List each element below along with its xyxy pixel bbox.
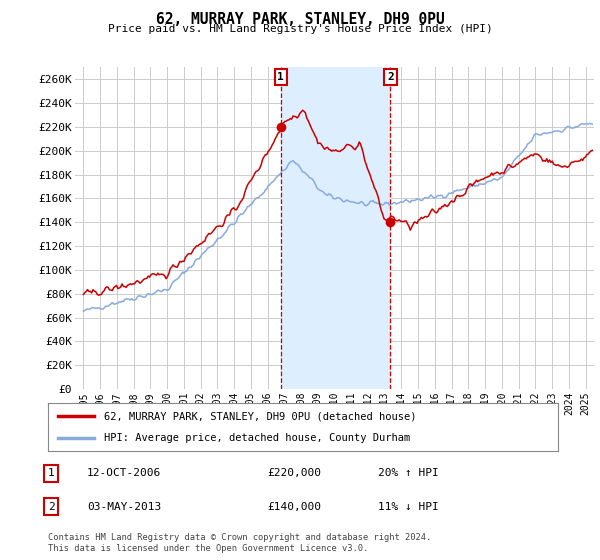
Bar <box>281 67 391 389</box>
Text: £220,000: £220,000 <box>267 468 321 478</box>
Text: 11% ↓ HPI: 11% ↓ HPI <box>378 502 439 512</box>
Text: 1: 1 <box>277 72 284 82</box>
Text: HPI: Average price, detached house, County Durham: HPI: Average price, detached house, Coun… <box>104 433 410 443</box>
Text: 03-MAY-2013: 03-MAY-2013 <box>87 502 161 512</box>
Text: 1: 1 <box>47 468 55 478</box>
Text: 12-OCT-2006: 12-OCT-2006 <box>87 468 161 478</box>
Text: 62, MURRAY PARK, STANLEY, DH9 0PU (detached house): 62, MURRAY PARK, STANLEY, DH9 0PU (detac… <box>104 411 416 421</box>
Text: 62, MURRAY PARK, STANLEY, DH9 0PU: 62, MURRAY PARK, STANLEY, DH9 0PU <box>155 12 445 27</box>
Text: Price paid vs. HM Land Registry's House Price Index (HPI): Price paid vs. HM Land Registry's House … <box>107 24 493 34</box>
Text: 2: 2 <box>47 502 55 512</box>
Text: £140,000: £140,000 <box>267 502 321 512</box>
Text: Contains HM Land Registry data © Crown copyright and database right 2024.
This d: Contains HM Land Registry data © Crown c… <box>48 533 431 553</box>
Text: 20% ↑ HPI: 20% ↑ HPI <box>378 468 439 478</box>
Text: 2: 2 <box>387 72 394 82</box>
